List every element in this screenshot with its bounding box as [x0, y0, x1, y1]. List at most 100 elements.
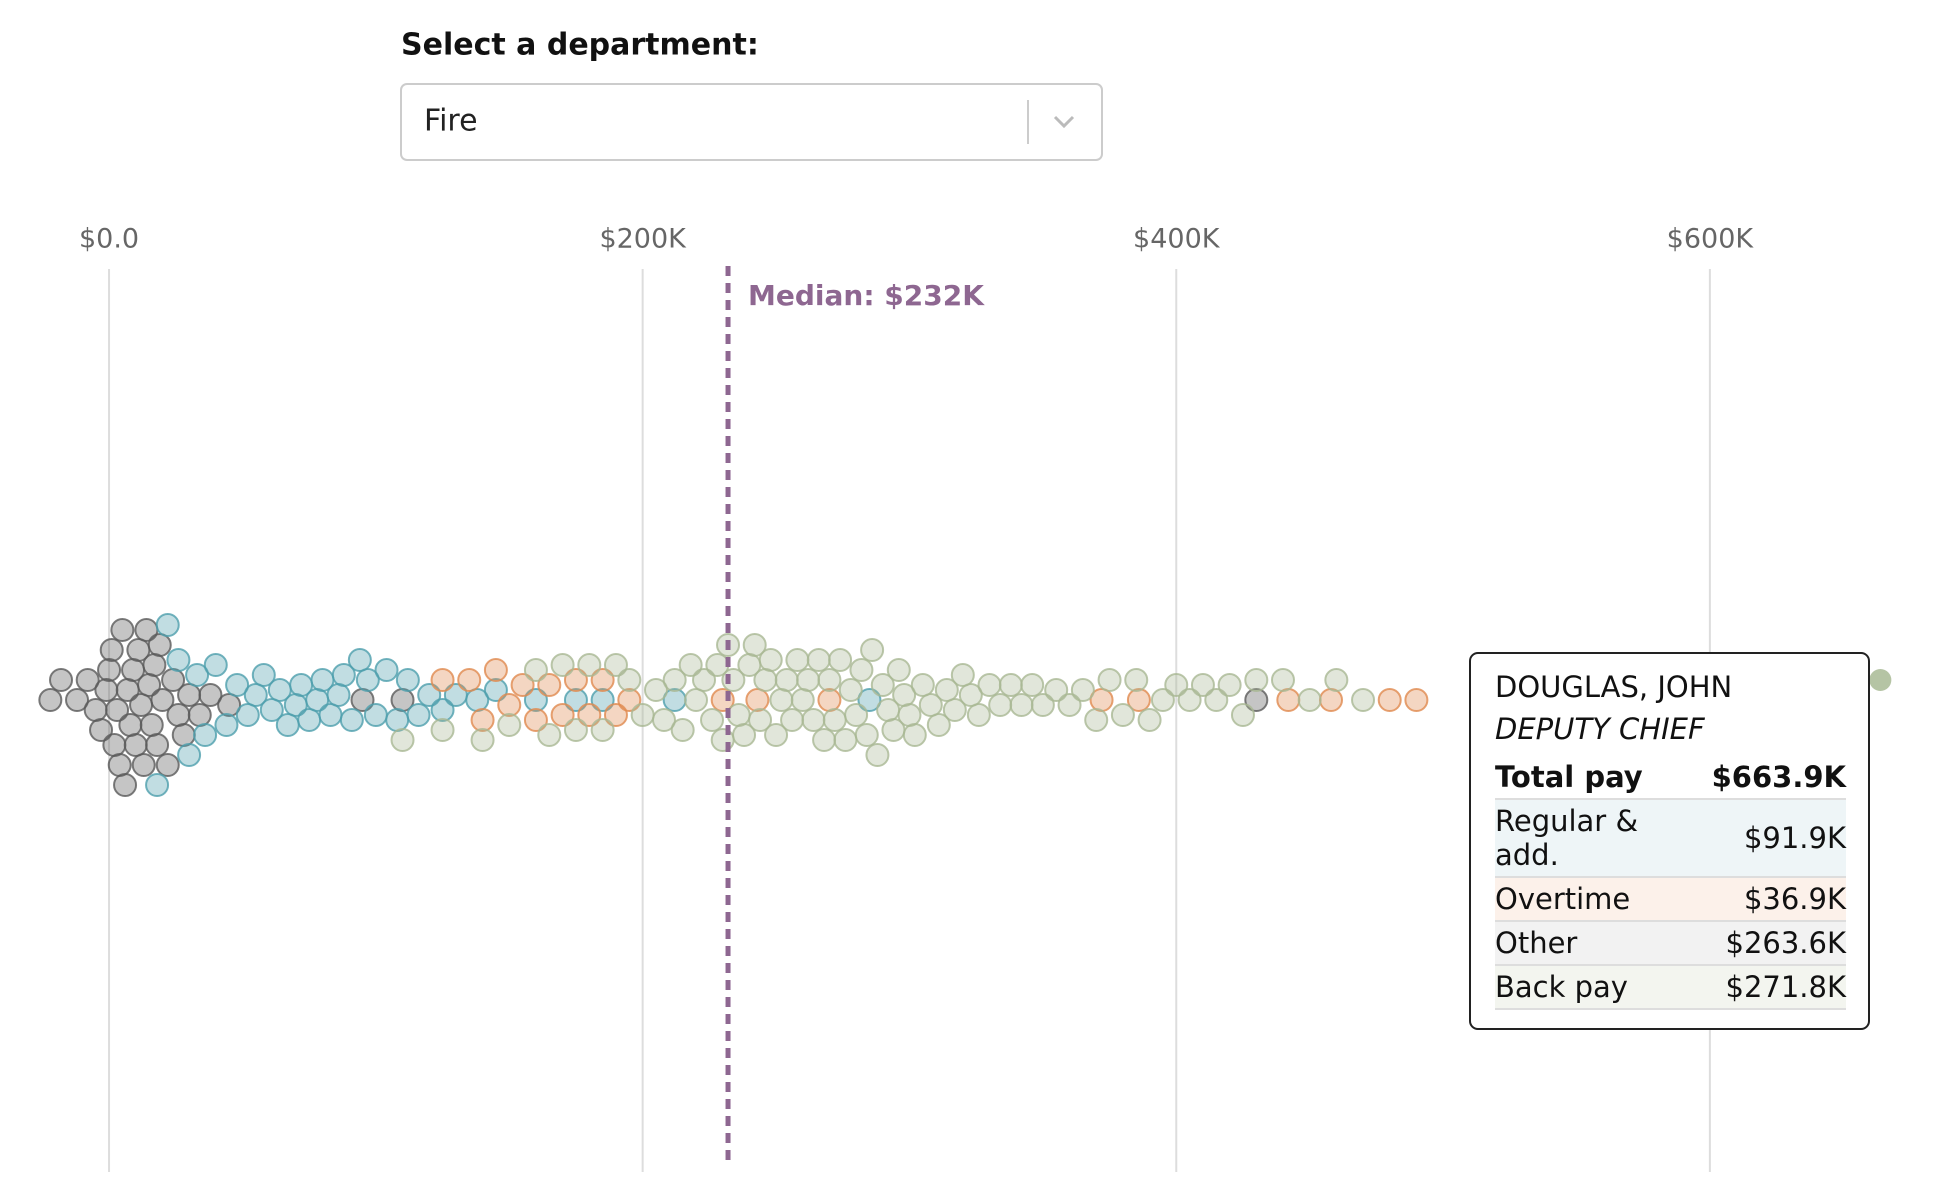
- dot: [430, 698, 455, 722]
- median-label: Median: $232K: [748, 279, 985, 312]
- row-label: Back pay: [1495, 965, 1645, 1010]
- dot: [603, 703, 628, 727]
- dot: [225, 673, 250, 697]
- dot: [347, 648, 372, 672]
- dot: [942, 698, 967, 722]
- dot: [563, 668, 588, 692]
- dot: [510, 673, 535, 697]
- row-value: $36.9K: [1645, 877, 1846, 922]
- dot: [764, 723, 789, 747]
- dot: [662, 668, 687, 692]
- tooltip-row: Regular & add. $91.9K: [1495, 799, 1846, 878]
- dot: [297, 708, 322, 732]
- dot: [1124, 668, 1149, 692]
- dot: [102, 733, 127, 757]
- dot: [89, 718, 114, 742]
- dot: [107, 753, 132, 777]
- dot: [483, 658, 508, 682]
- dot: [857, 688, 882, 712]
- dot: [1057, 693, 1082, 717]
- dot: [806, 648, 831, 672]
- dot: [110, 618, 135, 642]
- dot: [150, 688, 175, 712]
- dot: [217, 693, 242, 717]
- dot: [684, 688, 709, 712]
- tooltip-name: DOUGLAS, JOHN: [1495, 670, 1733, 704]
- dot: [105, 698, 130, 722]
- dot: [326, 683, 351, 707]
- dropdown[interactable]: [400, 83, 1103, 161]
- dot: [988, 693, 1013, 717]
- dot: [1204, 688, 1229, 712]
- dot: [817, 688, 842, 712]
- dot: [275, 713, 300, 737]
- dot: [926, 713, 951, 737]
- dot: [1030, 693, 1055, 717]
- dot: [977, 673, 1002, 697]
- dot: [590, 718, 615, 742]
- total-label: Total pay: [1495, 756, 1645, 800]
- dot: [113, 773, 138, 797]
- dot: [838, 678, 863, 702]
- dot: [139, 713, 164, 737]
- dot: [203, 653, 228, 677]
- dot: [860, 638, 885, 662]
- dot: [38, 688, 63, 712]
- dot: [171, 723, 196, 747]
- dot: [94, 678, 119, 702]
- row-label: Overtime: [1495, 877, 1645, 922]
- dot: [998, 673, 1023, 697]
- dot: [1297, 688, 1322, 712]
- dot: [603, 653, 628, 677]
- dropdown-value[interactable]: Fire: [424, 104, 478, 139]
- dot: [732, 723, 757, 747]
- dot: [177, 683, 202, 707]
- dropdown-label: Select a department:: [401, 28, 759, 63]
- dot: [259, 698, 284, 722]
- dot: [617, 668, 642, 692]
- tooltip-table: Total pay $663.9K Regular & add. $91.9K Ove…: [1495, 756, 1846, 1010]
- dot: [1164, 673, 1189, 697]
- dot: [849, 658, 874, 682]
- dot: [483, 678, 508, 702]
- dot: [1217, 673, 1242, 697]
- dot: [854, 723, 879, 747]
- dot: [700, 708, 725, 732]
- dot: [430, 668, 455, 692]
- dot: [1276, 688, 1301, 712]
- dot: [1230, 703, 1255, 727]
- dot: [550, 653, 575, 677]
- dot: [726, 703, 751, 727]
- dot: [363, 703, 388, 727]
- dot: [251, 663, 276, 687]
- dropdown-chevron[interactable]: [1053, 115, 1075, 129]
- dot: [1244, 668, 1269, 692]
- tooltip-row: Back pay $271.8K: [1495, 965, 1846, 1010]
- dot: [65, 688, 90, 712]
- dot: [145, 733, 170, 757]
- dot: [817, 668, 842, 692]
- row-value: $91.9K: [1645, 799, 1846, 878]
- dot: [83, 698, 108, 722]
- dot: [692, 668, 717, 692]
- dot: [193, 723, 218, 747]
- dot: [1044, 678, 1069, 702]
- dot: [1351, 688, 1376, 712]
- dot: [155, 753, 180, 777]
- dot: [758, 648, 783, 672]
- dot: [678, 653, 703, 677]
- dot: [166, 648, 191, 672]
- tooltip: DOUGLAS, JOHN DEPUTY CHIEF Total pay $663…: [1469, 652, 1870, 1030]
- dot: [966, 703, 991, 727]
- dot: [1137, 708, 1162, 732]
- dot: [590, 688, 615, 712]
- dot: [131, 753, 156, 777]
- dot: [1324, 668, 1349, 692]
- dot: [374, 658, 399, 682]
- dot: [537, 673, 562, 697]
- dot: [745, 688, 770, 712]
- dot: [865, 743, 890, 767]
- x-tick-label: $600K: [1667, 224, 1755, 255]
- dot: [748, 708, 773, 732]
- dot: [833, 728, 858, 752]
